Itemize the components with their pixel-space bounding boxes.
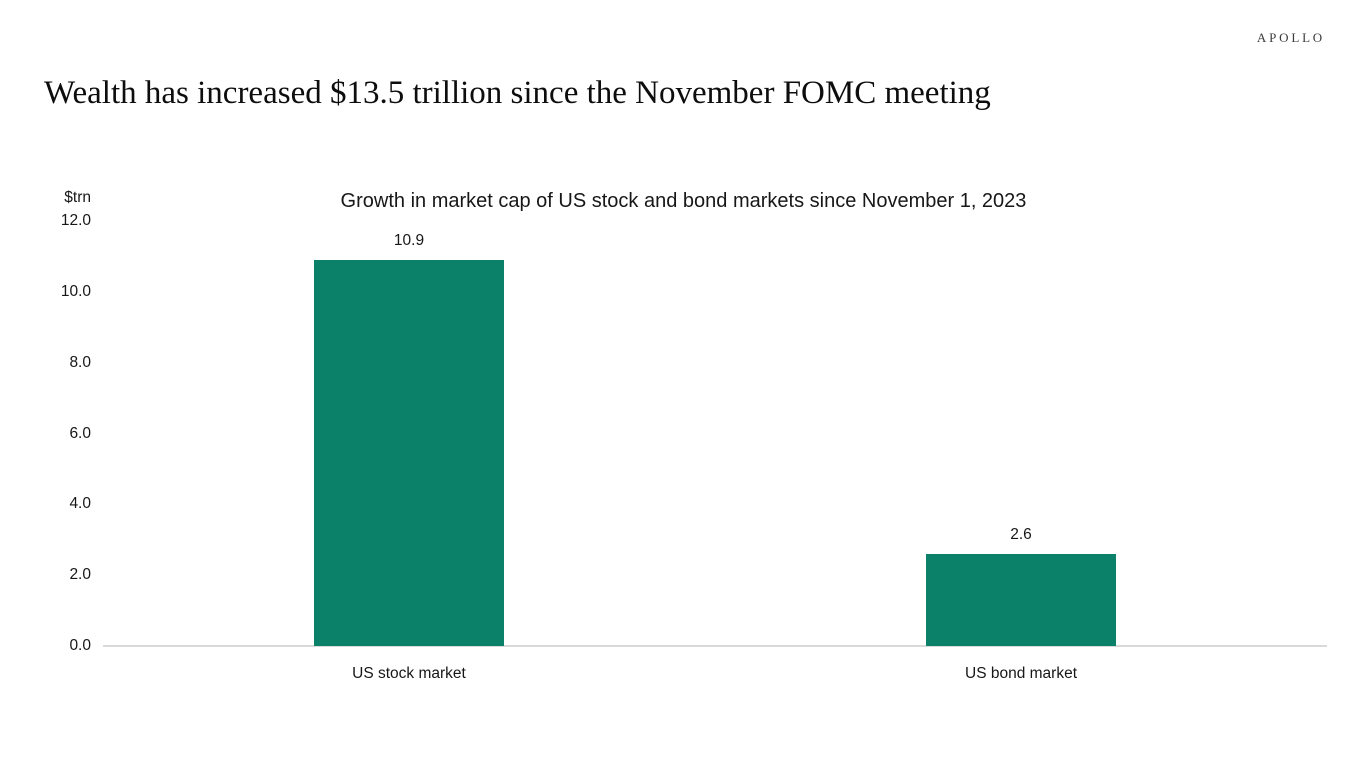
- y-axis-tick-label: 12.0: [60, 212, 91, 229]
- y-axis-tick-label: 10.0: [60, 282, 91, 300]
- bar-value-label: 10.9: [393, 231, 425, 249]
- y-axis-tick-label: 8.0: [69, 353, 91, 371]
- chart-title: Growth in market cap of US stock and bon…: [340, 190, 1027, 212]
- bar: [314, 259, 504, 646]
- x-axis-line: [103, 645, 1327, 647]
- y-axis-unit-label: $trn: [64, 189, 91, 206]
- bar-value-label: 2.6: [1010, 525, 1032, 543]
- bar: [926, 553, 1116, 646]
- y-axis-tick-label: 6.0: [69, 424, 91, 442]
- x-axis-category-label: US bond market: [965, 665, 1077, 682]
- y-axis-tick-label: 0.0: [69, 637, 91, 654]
- apollo-logo: APOLLO: [1256, 30, 1325, 45]
- y-axis-tick-label: 2.0: [69, 566, 91, 584]
- x-axis-category-label: US stock market: [352, 665, 466, 682]
- page-title: Wealth has increased $13.5 trillion sinc…: [44, 75, 991, 111]
- y-axis-tick-label: 4.0: [69, 495, 91, 513]
